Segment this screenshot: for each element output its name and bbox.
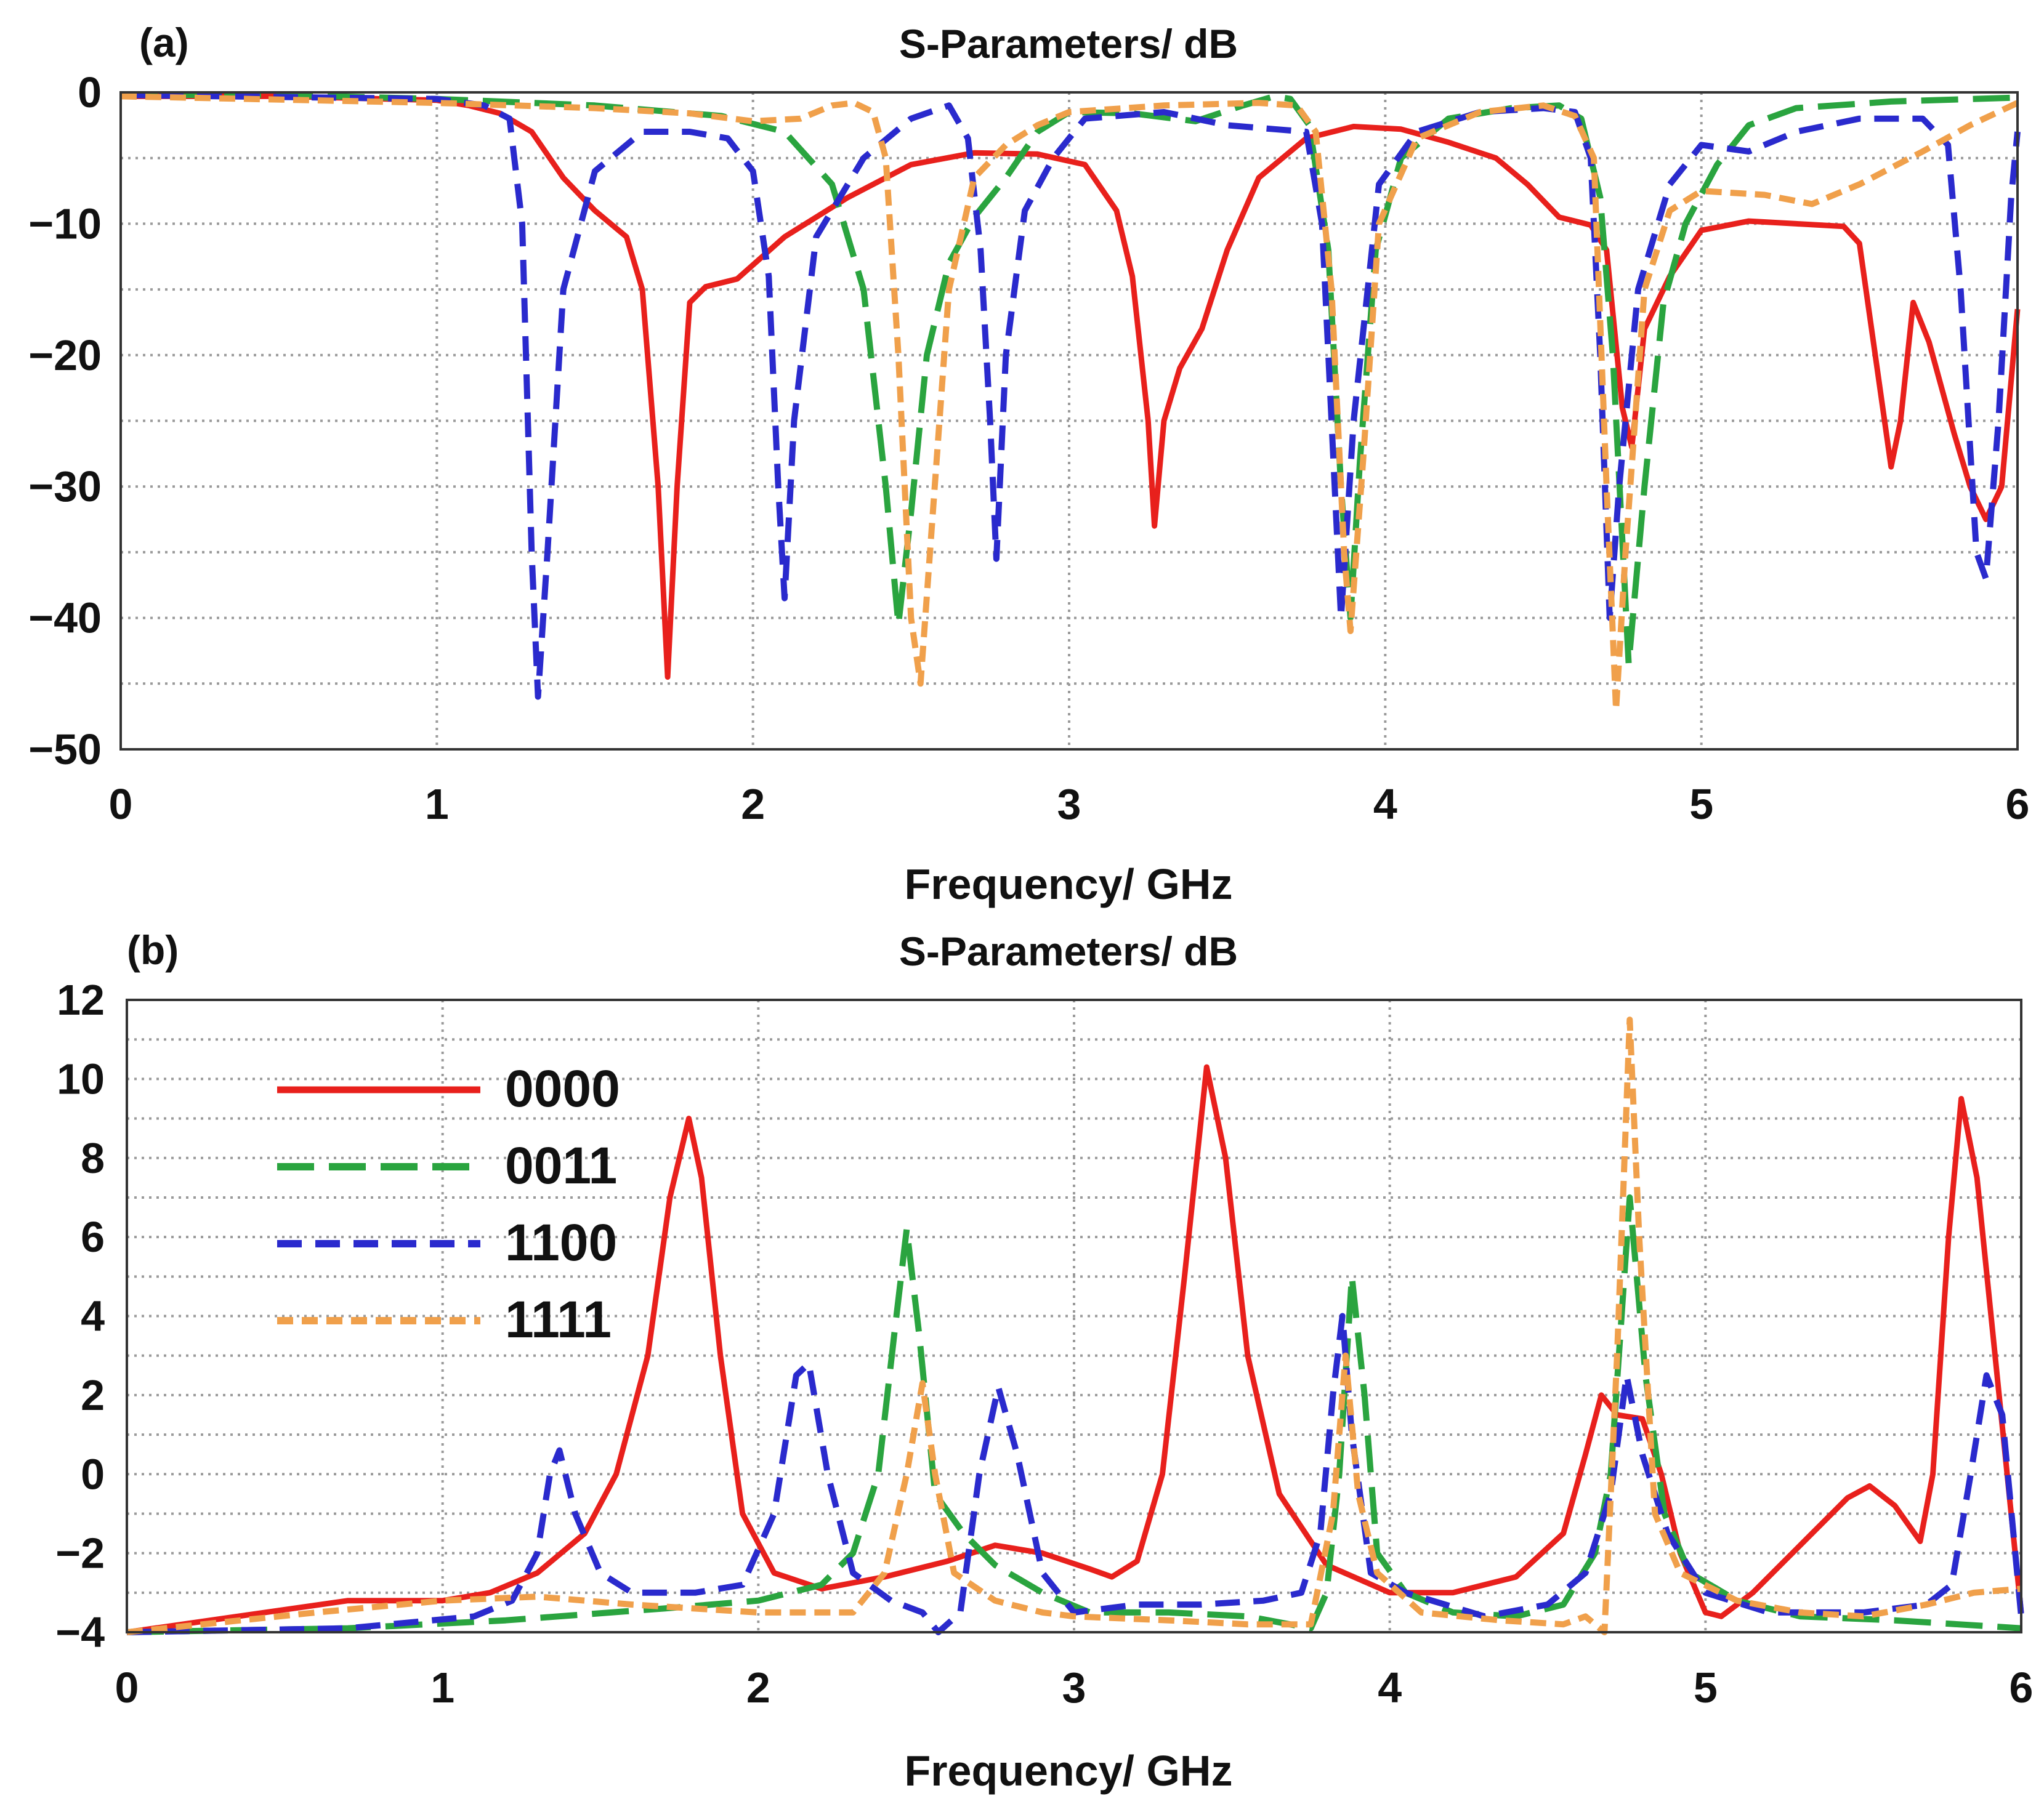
y-tick-label: −10: [28, 199, 102, 248]
y-tick-label: −30: [28, 462, 102, 510]
x-tick-label: 3: [1057, 780, 1081, 828]
legend-label-1111: 1111: [505, 1291, 612, 1348]
x-tick-label: 4: [1373, 780, 1397, 828]
x-tick-label: 5: [1694, 1664, 1718, 1712]
x-tick-label: 0: [109, 780, 133, 828]
panel-b-plot-area: [126, 999, 2022, 1633]
legend-label-0011: 0011: [505, 1137, 617, 1194]
panel-a-x-axis-title: Frequency/ GHz: [905, 860, 1233, 908]
y-tick-label: 12: [57, 976, 105, 1024]
panel-a-grid: [121, 92, 2018, 749]
y-tick-label: 4: [81, 1292, 105, 1340]
legend-label-0000: 0000: [505, 1060, 620, 1117]
y-tick-label: −20: [28, 331, 102, 379]
x-tick-label: 6: [2006, 780, 2030, 828]
series-line-1111: [126, 1017, 2022, 1635]
y-tick-label: 0: [78, 68, 102, 116]
x-tick-label: 0: [115, 1664, 139, 1712]
series-line-1111: [120, 93, 2019, 713]
panel-a-label: (a): [139, 20, 189, 65]
panel-a: (a) S-Parameters/ dB 0 −10 −20 −30 −40 −50 0 1…: [28, 20, 2029, 908]
panel-b-title: S-Parameters/ dB: [899, 928, 1238, 974]
series-line-1100: [126, 1313, 2024, 1635]
panel-a-title: S-Parameters/ dB: [899, 21, 1238, 66]
panel-b-x-ticks: 0 1 2 3 4 5 6: [115, 1664, 2034, 1712]
x-tick-label: 4: [1378, 1664, 1402, 1712]
legend-label-1100: 1100: [505, 1214, 617, 1271]
legend-item-0000: 0000: [277, 1060, 620, 1117]
x-tick-label: 1: [430, 1664, 454, 1712]
series-line-0000: [126, 1064, 2024, 1635]
y-tick-label: 2: [81, 1371, 105, 1419]
y-tick-label: 8: [81, 1134, 105, 1182]
x-tick-label: 3: [1062, 1664, 1086, 1712]
panel-a-x-ticks: 0 1 2 3 4 5 6: [109, 780, 2030, 828]
panel-a-plot-area: [119, 91, 2019, 751]
y-tick-label: −50: [28, 725, 102, 773]
panel-b-x-axis-title: Frequency/ GHz: [905, 1747, 1233, 1795]
x-tick-label: 2: [746, 1664, 770, 1712]
y-tick-label: −4: [55, 1608, 105, 1656]
legend-item-1111: 1111: [277, 1291, 612, 1348]
panel-b-y-ticks: 12 10 8 6 4 2 0 −2 −4: [55, 976, 105, 1656]
x-tick-label: 1: [425, 780, 449, 828]
x-tick-label: 6: [2010, 1664, 2034, 1712]
panel-b-grid: [127, 1000, 2021, 1632]
y-tick-label: 6: [81, 1213, 105, 1261]
legend-item-0011: 0011: [277, 1137, 617, 1194]
x-tick-label: 2: [741, 780, 765, 828]
x-tick-label: 5: [1689, 780, 1713, 828]
legend: 0000 0011 1100 1111: [277, 1060, 620, 1348]
y-tick-label: 0: [81, 1450, 105, 1498]
series-line-0000: [121, 93, 2021, 680]
panel-b-series: [126, 1017, 2024, 1635]
legend-item-1100: 1100: [277, 1214, 617, 1271]
series-line-0011: [121, 92, 2018, 667]
series-line-1100: [120, 92, 2021, 700]
panel-a-series: [120, 92, 2021, 713]
y-tick-label: −40: [28, 594, 102, 642]
y-tick-label: −2: [55, 1529, 105, 1577]
panel-b-label: (b): [127, 927, 179, 973]
panel-a-y-ticks: 0 −10 −20 −30 −40 −50: [28, 68, 102, 773]
y-tick-label: 10: [57, 1055, 105, 1103]
